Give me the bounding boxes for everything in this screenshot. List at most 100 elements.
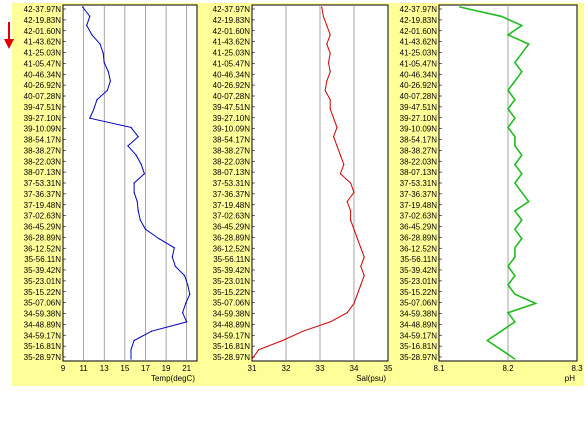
data-point [282,339,284,342]
y-tick-label: 34-59.38N [213,310,251,319]
data-point [326,80,328,82]
data-point [528,43,530,45]
x-tick-label: 8.2 [502,364,514,373]
data-point [139,219,141,221]
data-point [514,256,516,258]
data-point [507,89,509,91]
y-tick-label: 40-46.34N [24,70,62,79]
y-tick-label: 41-43.62N [24,38,62,47]
data-point [184,275,186,277]
data-point [514,182,516,184]
y-tick-label: 36-45.29N [213,223,251,232]
data-point [514,210,516,212]
data-point [360,265,362,267]
data-point [521,238,523,240]
data-point [143,173,145,175]
x-tick-label: 34 [350,364,359,373]
data-point [346,312,348,314]
y-tick-label: 35-39.42N [213,266,251,275]
data-point [127,145,129,147]
data-point [343,163,345,166]
data-point [353,302,355,304]
y-tick-label: 35-16.81N [213,342,251,351]
data-point [514,136,516,138]
y-tick-label: 38-22.03N [213,157,251,166]
data-point [507,265,509,267]
data-point [158,238,160,240]
y-tick-label: 37-53.31N [213,179,251,188]
chart-panel-2: 42-37.97N 42-19.83N 42-01.60N 41-43.62N 41-2… [202,3,393,386]
y-tick-label: 40-07.28N [400,92,438,101]
y-tick-label: 35-56.11N [24,255,61,264]
data-point [326,43,328,45]
y-tick-label: 36-28.89N [400,233,438,242]
y-tick-label: 38-07.13N [213,168,251,177]
data-point [521,191,523,193]
data-point [339,154,341,156]
y-tick-label: 36-45.29N [400,223,438,232]
data-point [350,182,352,184]
data-point [321,6,323,8]
data-point [514,145,516,147]
y-tick-label: 39-27.10N [24,114,62,123]
y-tick-label: 38-07.13N [400,168,438,177]
data-point [353,228,355,230]
y-tick-label: 37-02.63N [213,212,251,221]
data-point [171,256,173,258]
data-point [140,163,142,166]
y-tick-label: 38-07.13N [24,168,62,177]
y-tick-label: 38-54.17N [24,136,62,145]
data-point [93,108,95,110]
data-point [514,358,516,360]
y-tick-label: 37-36.37N [24,190,62,199]
data-point [528,200,530,203]
x-tick-label: 8.1 [433,364,445,373]
y-tick-label: 42-19.83N [213,16,251,25]
x-tick-label: 11 [79,364,88,373]
y-tick-label: 34-59.17N [213,331,251,340]
data-point [96,99,98,101]
y-tick-label: 37-02.63N [400,212,438,221]
data-point [144,228,147,230]
data-point [187,284,189,286]
y-tick-label: 34-59.38N [400,310,438,319]
x-tick-label: 21 [182,364,191,373]
y-tick-label: 34-48.89N [400,320,438,329]
x-axis-label: pH [565,374,575,383]
y-tick-label: 37-19.48N [400,201,438,210]
y-tick-label: 34-59.17N [400,331,438,340]
y-tick-label: 35-56.11N [213,255,250,264]
y-tick-label: 35-15.22N [24,288,62,297]
data-point [521,71,523,73]
y-tick-label: 42-19.83N [24,16,62,25]
x-tick-label: 15 [120,364,129,373]
data-point [459,6,461,8]
data-point [329,99,331,101]
data-point [514,275,516,277]
y-tick-label: 42-37.97N [24,5,62,14]
data-point [360,284,362,286]
y-tick-label: 41-25.03N [400,49,438,58]
x-axis-label: Sal(psu) [356,374,386,383]
chart-panel-3: 42-37.97N 42-19.83N 42-01.60N 41-43.62N 41-2… [393,3,584,386]
data-point [507,108,509,110]
data-point [182,312,184,314]
y-tick-label: 42-01.60N [24,27,62,36]
data-point [133,182,135,184]
data-point [500,15,502,17]
data-point [324,89,326,91]
y-tick-label: 36-12.52N [400,244,438,253]
y-tick-label: 35-15.22N [400,288,438,297]
data-point [500,349,502,351]
data-point [535,302,537,304]
y-tick-label: 35-39.42N [24,266,62,275]
data-point [133,339,135,342]
y-tick-label: 35-28.97N [24,353,62,362]
y-tick-label: 40-26.92N [213,81,251,90]
x-tick-label: 33 [316,364,325,373]
data-point [363,256,365,258]
y-tick-label: 39-47.51N [400,103,438,112]
y-tick-label: 35-23.01N [400,277,438,286]
data-point [137,210,139,212]
